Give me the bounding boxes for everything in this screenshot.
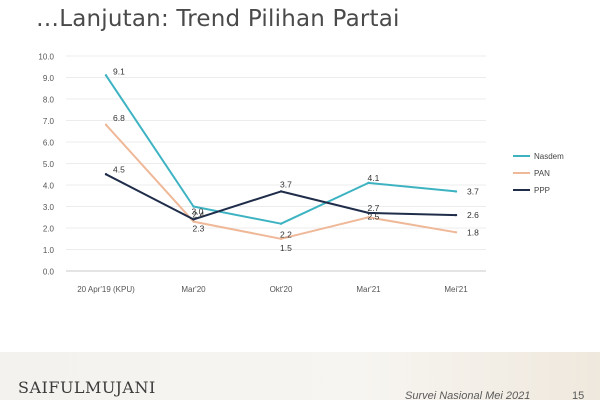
- data-label: 3.7: [280, 179, 292, 189]
- data-point: [454, 190, 458, 193]
- slide-title: …Lanjutan: Trend Pilihan Partai: [36, 6, 400, 32]
- data-label: 3.0: [192, 207, 204, 217]
- data-label: 4.5: [113, 164, 125, 174]
- data-point: [192, 205, 195, 208]
- footer-band: [0, 352, 600, 400]
- legend-entry: PAN: [534, 169, 550, 178]
- footer-note: Survei Nasional Mei 2021: [405, 390, 531, 402]
- data-point: [104, 123, 108, 127]
- y-tick-label: 0.0: [43, 268, 55, 277]
- y-tick-label: 10.0: [38, 53, 54, 62]
- data-label: 9.1: [113, 66, 125, 76]
- y-tick-label: 4.0: [43, 182, 55, 191]
- y-tick-label: 1.0: [43, 246, 55, 255]
- y-tick-label: 2.0: [43, 225, 55, 234]
- data-label: 6.8: [113, 113, 125, 123]
- data-label: 2.6: [467, 210, 479, 220]
- data-label: 2.2: [280, 230, 292, 240]
- data-label: 2.5: [368, 211, 380, 221]
- y-tick-label: 6.0: [43, 139, 55, 148]
- x-tick-label: Mar'21: [356, 285, 381, 294]
- data-point: [279, 237, 283, 240]
- data-point: [367, 211, 370, 215]
- x-tick-label: 20 Apr'19 (KPU): [77, 285, 135, 294]
- data-point: [104, 173, 108, 176]
- data-label: 1.5: [280, 243, 292, 253]
- data-point: [279, 222, 283, 225]
- legend-entry: PPP: [534, 186, 550, 195]
- legend-entry: Nasdem: [534, 152, 564, 161]
- data-label: 4.1: [368, 173, 380, 183]
- logo: SAIFULMUJANI: [18, 378, 156, 397]
- data-label: 2.3: [193, 224, 205, 234]
- data-point: [367, 216, 370, 219]
- data-point: [104, 74, 108, 77]
- x-axis-ticks: 20 Apr'19 (KPU) Mar'20 Okt'20 Mar'21 Mei'21: [77, 285, 468, 294]
- x-tick-label: Mar'20: [181, 285, 206, 294]
- legend: Nasdem PAN PPP: [513, 152, 564, 195]
- y-tick-label: 7.0: [43, 117, 55, 126]
- y-tick-label: 9.0: [43, 74, 55, 83]
- data-label: 1.8: [467, 227, 479, 237]
- data-point: [454, 213, 458, 217]
- y-tick-label: 5.0: [43, 160, 55, 169]
- y-tick-label: 8.0: [43, 96, 55, 105]
- data-point: [454, 231, 458, 234]
- y-tick-label: 3.0: [43, 203, 55, 212]
- data-label: 2.4: [193, 209, 205, 219]
- data-label: 2.7: [368, 203, 380, 213]
- line-chart: 0.0 1.0 2.0 3.0 4.0 5.0 6.0 7.0 8.0 9.0 10.0 20 Ap…: [38, 53, 564, 295]
- data-point: [192, 220, 195, 223]
- data-point: [192, 218, 195, 221]
- y-axis-ticks: 0.0 1.0 2.0 3.0 4.0 5.0 6.0 7.0 8.0 9.0 10.0: [38, 53, 54, 277]
- x-tick-label: Mei'21: [444, 285, 468, 294]
- data-point: [279, 190, 283, 193]
- data-point: [367, 181, 370, 185]
- data-labels: 9.1 3.0 2.2 4.1 3.7 6.8 2.3 1.5 2.5 1.8 4.5 2.4 3.7 2…: [113, 66, 479, 252]
- data-label: 3.7: [467, 186, 479, 196]
- x-tick-label: Okt'20: [270, 285, 293, 294]
- page-number: 15: [572, 390, 585, 402]
- series-lines: [104, 74, 458, 240]
